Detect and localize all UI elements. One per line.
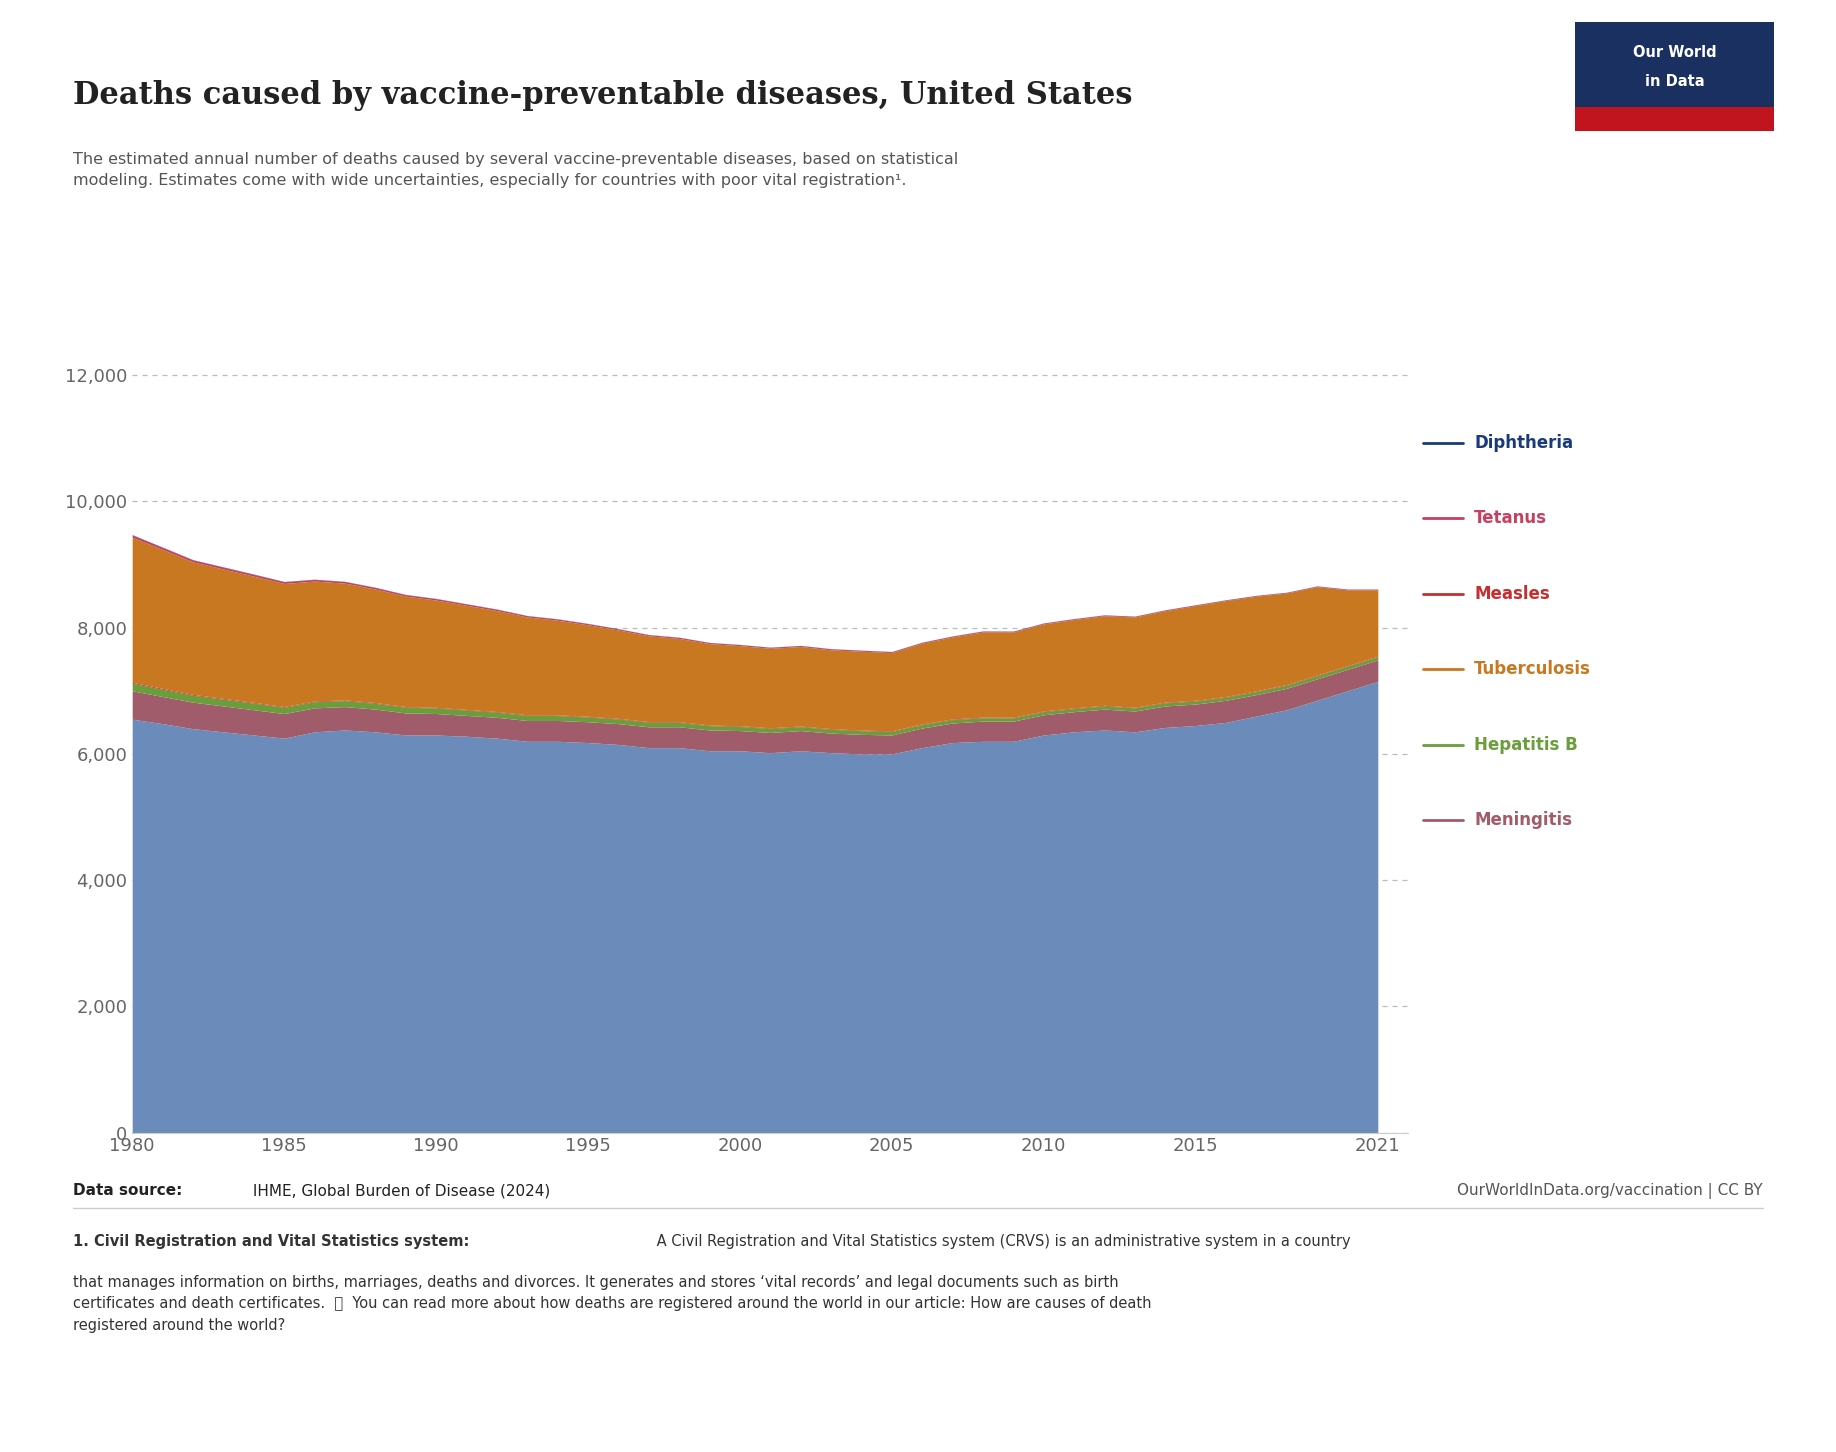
- Text: 1. Civil Registration and Vital Statistics system:: 1. Civil Registration and Vital Statisti…: [73, 1234, 470, 1249]
- Text: Tuberculosis: Tuberculosis: [1474, 661, 1592, 678]
- Text: Diphtheria: Diphtheria: [1474, 434, 1573, 452]
- Text: Data source:: Data source:: [73, 1183, 184, 1198]
- Text: A Civil Registration and Vital Statistics system (CRVS) is an administrative sys: A Civil Registration and Vital Statistic…: [652, 1234, 1351, 1249]
- Text: IHME, Global Burden of Disease (2024): IHME, Global Burden of Disease (2024): [248, 1183, 551, 1198]
- Bar: [1575, 22, 1774, 107]
- Text: in Data: in Data: [1645, 74, 1704, 89]
- Text: Our World: Our World: [1632, 45, 1717, 60]
- Text: Hepatitis B: Hepatitis B: [1474, 736, 1579, 754]
- Text: Tetanus: Tetanus: [1474, 510, 1548, 527]
- Text: that manages information on births, marriages, deaths and divorces. It generates: that manages information on births, marr…: [73, 1275, 1151, 1333]
- Text: Meningitis: Meningitis: [1474, 812, 1572, 829]
- Text: OurWorldInData.org/vaccination | CC BY: OurWorldInData.org/vaccination | CC BY: [1458, 1183, 1763, 1199]
- Text: Cervical cancer: Cervical cancer: [1166, 915, 1320, 934]
- Bar: [1575, 107, 1774, 131]
- Text: Measles: Measles: [1474, 585, 1550, 603]
- Text: The estimated annual number of deaths caused by several vaccine-preventable dise: The estimated annual number of deaths ca…: [73, 152, 958, 189]
- Text: Deaths caused by vaccine-preventable diseases, United States: Deaths caused by vaccine-preventable dis…: [73, 80, 1133, 110]
